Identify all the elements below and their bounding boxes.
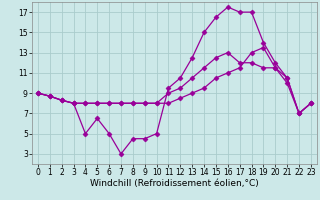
- X-axis label: Windchill (Refroidissement éolien,°C): Windchill (Refroidissement éolien,°C): [90, 179, 259, 188]
